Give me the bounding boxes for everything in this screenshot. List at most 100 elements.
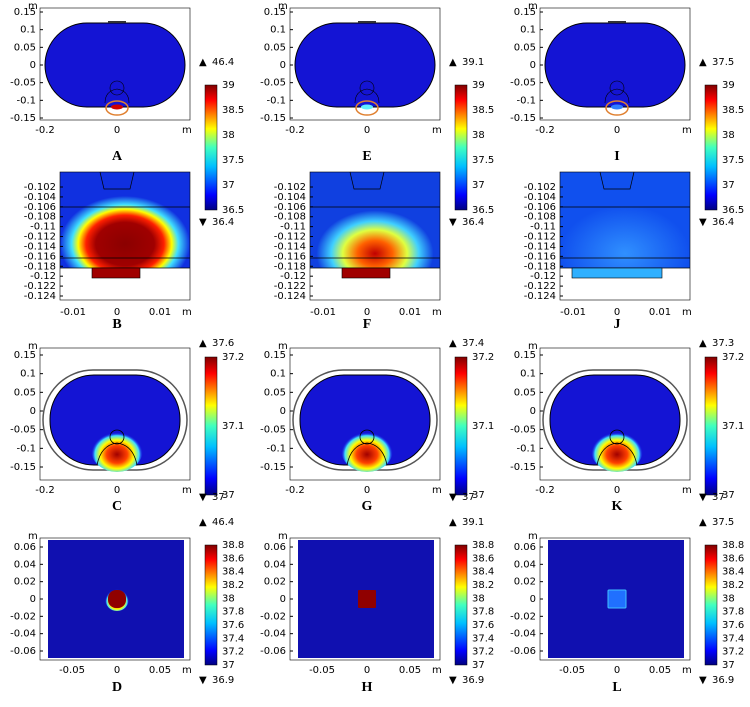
- max-value: 37.5: [712, 517, 734, 528]
- electrode: [358, 590, 376, 608]
- x-unit: m: [682, 307, 692, 318]
- colorbar: [204, 356, 218, 496]
- electrode: [108, 590, 126, 608]
- panel-label: L: [612, 680, 621, 695]
- colorbar-tick-label: 38.8: [722, 540, 744, 551]
- y-tick-label: -0.15: [260, 462, 286, 473]
- y-tick-label: -0.11: [280, 222, 306, 233]
- body-outline: [104, 80, 130, 104]
- panel: -0.102-0.104-0.106-0.108-0.11-0.112-0.11…: [24, 171, 192, 332]
- body-outline: [96, 429, 138, 466]
- y-tick-label: -0.124: [24, 291, 56, 302]
- field: [310, 172, 440, 268]
- colorbar-tick-label: 38.5: [222, 105, 244, 116]
- y-tick-label: -0.106: [24, 202, 56, 213]
- x-tick-label: 0.01: [649, 307, 671, 318]
- x-unit: m: [682, 125, 692, 136]
- y-tick-label: 0: [280, 60, 286, 71]
- y-unit: m: [278, 1, 288, 12]
- y-tick-label: 0.15: [264, 350, 286, 361]
- colorbar-tick-label: 37.8: [472, 607, 494, 618]
- x-tick-label: -0.05: [59, 665, 85, 676]
- axes-frame: [289, 7, 441, 121]
- colorbar-tick-label: 38.6: [472, 553, 494, 564]
- panel-label: K: [612, 499, 623, 514]
- cap: [108, 21, 126, 23]
- x-tick-label: -0.2: [35, 125, 55, 136]
- y-tick-label: -0.112: [274, 232, 306, 243]
- x-tick-label: 0: [614, 665, 620, 676]
- y-tick-label: -0.15: [510, 462, 536, 473]
- y-tick-label: -0.102: [274, 182, 306, 193]
- panel-label: J: [614, 317, 621, 332]
- y-tick-label: -0.1: [266, 443, 286, 454]
- y-unit: m: [28, 531, 38, 542]
- colorbar-tick-label: 37.1: [472, 421, 494, 432]
- y-tick-label: -0.114: [274, 241, 306, 252]
- body-outline: [596, 429, 638, 466]
- panel-label: H: [362, 680, 373, 695]
- colorbar-tick-label: 37.6: [472, 620, 494, 631]
- y-tick-label: 0: [530, 60, 536, 71]
- x-tick-label: -0.01: [560, 307, 586, 318]
- y-tick-label: -0.11: [530, 222, 556, 233]
- y-tick-label: 0: [30, 60, 36, 71]
- axes-frame: [309, 171, 441, 301]
- heat: [341, 428, 393, 472]
- y-tick-label: -0.118: [24, 261, 56, 272]
- y-tick-label: -0.108: [274, 212, 306, 223]
- y-tick-label: 0.05: [264, 42, 286, 53]
- colorbar: [204, 84, 218, 211]
- y-tick-label: -0.15: [10, 462, 36, 473]
- y-tick-label: 0: [280, 406, 286, 417]
- colorbar-tick-label: 37: [222, 490, 235, 501]
- y-tick-label: -0.05: [10, 425, 36, 436]
- domain: [294, 22, 436, 108]
- y-tick-label: -0.02: [10, 611, 36, 622]
- max-value: 39.1: [462, 517, 484, 528]
- colorbar-tick-label: 37: [222, 660, 235, 671]
- y-tick-label: -0.118: [274, 261, 306, 272]
- heat: [591, 428, 643, 472]
- max-value: 46.4: [212, 57, 234, 68]
- x-tick-label: 0: [114, 307, 120, 318]
- body-outline: [604, 80, 630, 104]
- axes-frame: [289, 537, 441, 661]
- y-tick-label: -0.06: [510, 646, 536, 657]
- y-tick-label: -0.05: [10, 78, 36, 89]
- panel-label: G: [362, 499, 373, 514]
- x-tick-label: 0: [614, 307, 620, 318]
- y-tick-label: -0.15: [10, 113, 36, 124]
- colorbar-tick-label: 37.2: [722, 352, 744, 363]
- y-tick-label: -0.116: [24, 251, 56, 262]
- x-tick-label: -0.01: [60, 307, 86, 318]
- panel-label: E: [362, 149, 371, 164]
- y-tick-label: 0: [30, 594, 36, 605]
- y-tick-label: -0.122: [274, 281, 306, 292]
- colorbar-tick-label: 38.2: [222, 580, 244, 591]
- x-tick-label: -0.2: [285, 485, 305, 496]
- y-unit: m: [28, 341, 38, 352]
- y-tick-label: 0.05: [14, 387, 36, 398]
- y-tick-label: 0: [530, 594, 536, 605]
- min-value: 36.9: [462, 675, 484, 686]
- x-tick-label: 0.05: [649, 665, 671, 676]
- x-tick-label: -0.2: [535, 125, 555, 136]
- colorbar-tick-label: 37.5: [472, 155, 494, 166]
- highlight: [355, 100, 379, 116]
- colorbar-tick-label: 37: [222, 180, 235, 191]
- body-outline: [346, 429, 388, 466]
- y-tick-label: -0.05: [260, 78, 286, 89]
- x-tick-label: 0.01: [149, 307, 171, 318]
- colorbar-tick-label: 38.5: [472, 105, 494, 116]
- outline: [60, 171, 190, 269]
- highlight: [605, 100, 629, 116]
- panel: 0.06 0.04 0.02 0 -0.02 -0.04 -0.06 -0.05 0 0.05 m m…: [10, 517, 244, 695]
- panel: -0.102-0.104-0.106-0.108-0.11-0.112-0.11…: [274, 171, 442, 332]
- y-tick-label: -0.12: [280, 271, 306, 282]
- axes-frame: [39, 347, 191, 481]
- y-tick-label: -0.116: [524, 251, 556, 262]
- hot-spot: [111, 104, 123, 110]
- max-symbol: ▲: [199, 57, 207, 68]
